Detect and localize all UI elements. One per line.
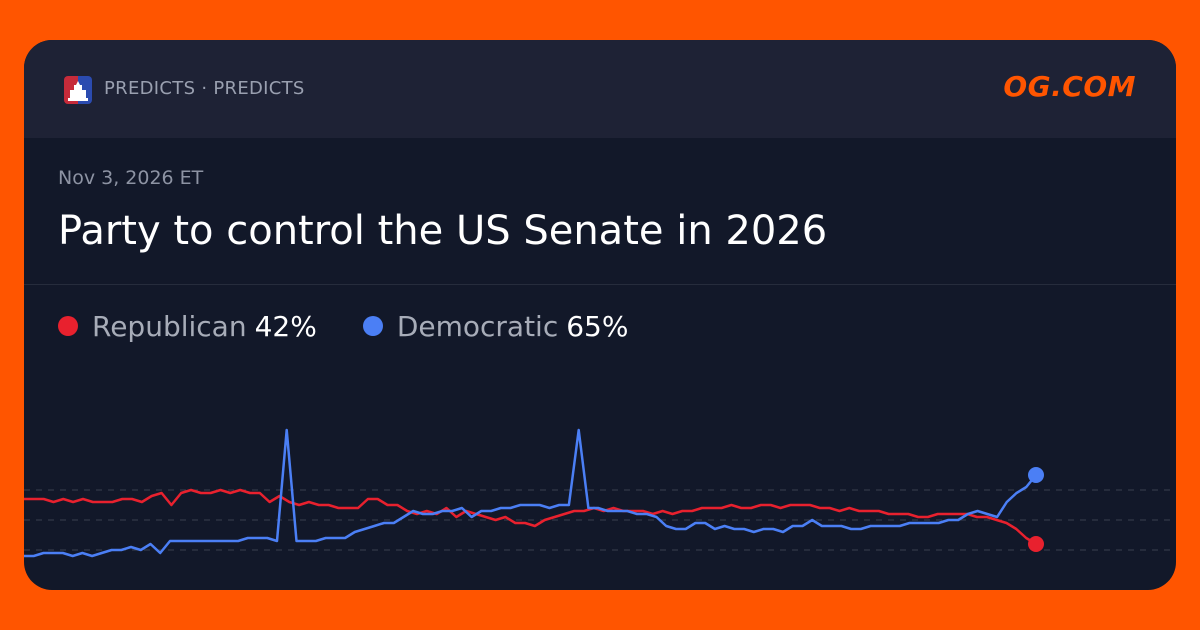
- chart-legend: Republican 42% Democratic 65%: [58, 308, 674, 344]
- endpoint-marker-democratic: [1028, 467, 1044, 483]
- republican-dot: [58, 316, 78, 336]
- series-line-democratic: [24, 428, 1037, 558]
- price-history-chart[interactable]: [24, 380, 1176, 590]
- series-line-republican: [24, 488, 1037, 546]
- divider: [24, 284, 1176, 285]
- legend-label: Democratic: [396, 309, 559, 343]
- card-header: PREDICTS · PREDICTS OG.COM: [24, 40, 1176, 138]
- legend-item-republican: Republican 42%: [58, 310, 317, 343]
- democratic-dot: [362, 316, 383, 336]
- capitol-icon: [64, 76, 92, 104]
- market-card: PREDICTS · PREDICTS OG.COM Nov 3, 2026 E…: [24, 40, 1176, 590]
- source-label: PREDICTS · PREDICTS: [104, 78, 305, 99]
- market-title: Party to control the US Senate in 2026: [58, 208, 828, 254]
- legend-label: Republican: [92, 309, 247, 343]
- legend-value: 42%: [254, 309, 317, 343]
- og-logo[interactable]: OG.COM: [1003, 70, 1136, 103]
- endpoint-marker-republican: [1028, 536, 1044, 552]
- market-date: Nov 3, 2026 ET: [58, 167, 204, 189]
- legend-item-democratic: Democratic 65%: [362, 309, 629, 343]
- legend-value: 65%: [566, 309, 629, 343]
